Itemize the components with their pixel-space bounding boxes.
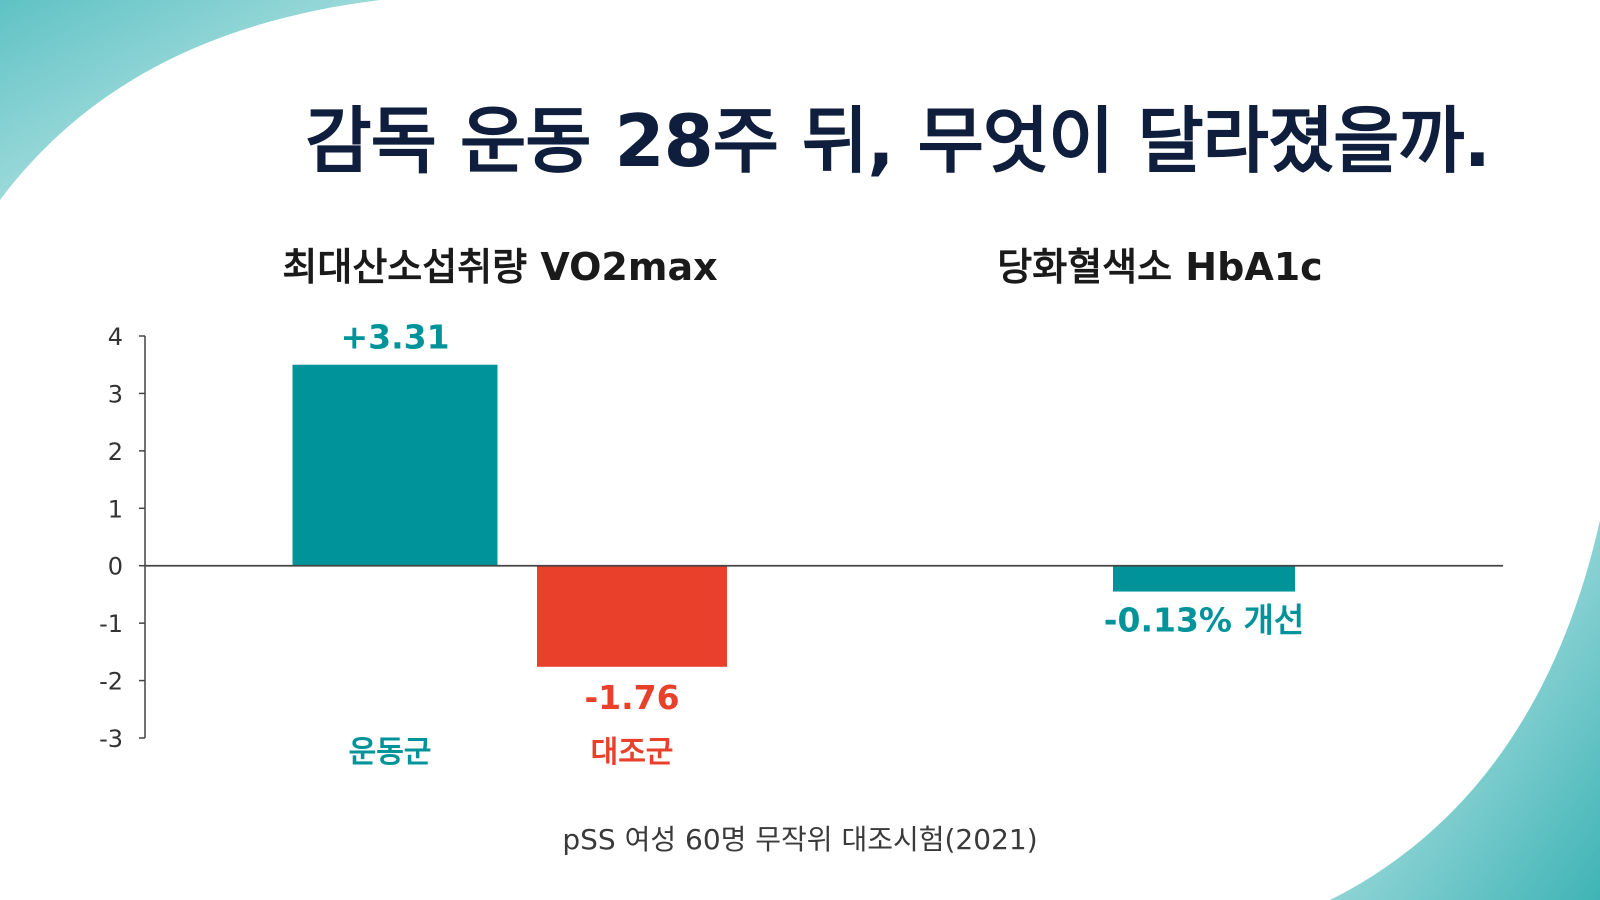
category-label: 대조군 bbox=[591, 735, 674, 770]
y-tick-label: -3 bbox=[99, 725, 123, 753]
bar-exercise-group bbox=[292, 364, 498, 566]
corner-swoosh-bottom-right bbox=[1330, 520, 1600, 900]
data-label: +3.31 bbox=[340, 318, 449, 357]
y-tick-label: 4 bbox=[108, 323, 123, 351]
y-tick-label: 0 bbox=[108, 553, 123, 581]
y-tick-label: 2 bbox=[108, 438, 123, 466]
corner-swoosh-top-left bbox=[0, 0, 380, 200]
y-tick-label: 3 bbox=[108, 380, 123, 408]
panel-title-hba1c: 당화혈색소 HbA1c bbox=[997, 245, 1323, 289]
y-tick-label: -2 bbox=[99, 668, 123, 696]
data-label: -0.13% 개선 bbox=[1104, 601, 1304, 640]
bar-control-group bbox=[537, 565, 727, 667]
bar-hba1c bbox=[1113, 565, 1295, 592]
footnote-source: pSS 여성 60명 무작위 대조시험(2021) bbox=[562, 823, 1038, 856]
page-title: 감독 운동 28주 뒤, 무엇이 달라졌을까. bbox=[305, 99, 1491, 183]
category-label: 운동군 bbox=[349, 735, 432, 770]
panel-title-vo2max: 최대산소섭취량 VO2max bbox=[282, 245, 718, 289]
y-tick-label: 1 bbox=[108, 495, 123, 523]
data-label: -1.76 bbox=[584, 678, 679, 717]
y-tick-label: -1 bbox=[99, 610, 123, 638]
